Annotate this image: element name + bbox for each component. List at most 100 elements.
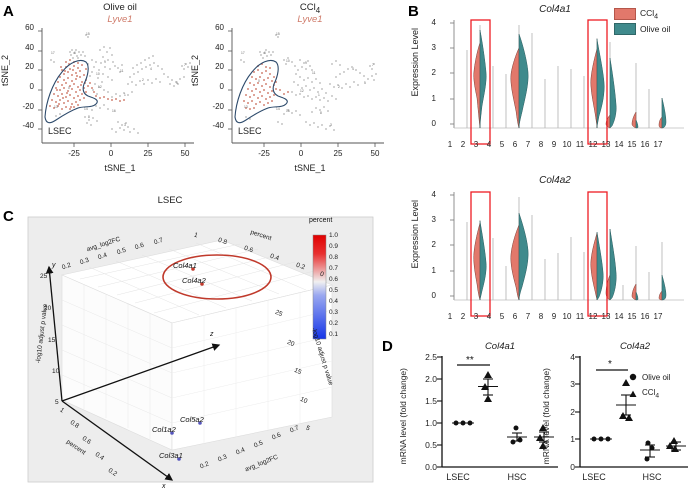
panelB-chart2-xtick-5: 5 [499,312,505,321]
svg-text:9: 9 [305,61,307,65]
panelC-point-col4a1 [191,267,195,271]
svg-text:12: 12 [300,89,304,93]
panelD-chart1-title: Col4a1 [484,341,516,352]
panelA-plot1-xtick-25: 25 [143,149,153,158]
panelB-chart2-xtick-13: 13 [601,312,611,321]
panelD-chart2-ytick-1: 1 [570,434,575,444]
panelD-chart2-ytick-3: 3 [570,379,575,389]
svg-text:11: 11 [312,71,316,75]
panelC-3d-plot: y z x [27,216,374,490]
panelB-legend-item-olive-oil: Olive oil [614,23,670,35]
panelB-chart1-title: Col4a1 [539,4,571,15]
panel-letter-d: D [382,338,393,355]
panelC-point-col4a2 [200,282,204,286]
panelC-point-col3a1 [177,457,181,461]
svg-text:15: 15 [86,32,90,36]
svg-text:17: 17 [241,51,245,55]
panelA-plot2-ylabel: tSNE_2 [190,55,200,87]
svg-text:13: 13 [244,105,248,109]
panelB-chart1-ytick-3: 3 [431,43,436,52]
panelC-point-col1a2 [170,431,174,435]
panelB-chart1-spikes [466,25,663,128]
panelB-chart2-xtick-12: 12 [588,312,598,321]
panelA-plot2-xlabel: tSNE_1 [294,163,326,173]
panelD-chart-col4a1: ** [437,355,558,468]
panelA-plot1-xtick-0: 0 [108,149,114,158]
svg-text:0: 0 [258,79,260,83]
panelB-chart1-xtick-3: 3 [473,140,479,149]
panelB-chart1-xtick-12: 12 [588,140,598,149]
panelD-chart2-ytick-0: 0 [570,462,575,472]
panelA-plot2-xtick-0: 0 [298,149,304,158]
panelA-plot2-lsec-outline [234,59,288,124]
svg-text:8: 8 [320,111,322,115]
panelB-chart2-xtick-15: 15 [627,312,637,321]
panelB-chart1-xtick-9: 9 [551,140,557,149]
panelA-plot1-xtick-m25: -25 [68,149,80,158]
panelB-chart1-highlight-c11 [587,19,608,145]
panelB-chart2-highlight-c11 [587,191,608,317]
panelC-axis-label-z: z [209,331,214,338]
panelA-plot1-ytick-m40: -40 [22,121,34,130]
svg-text:0: 0 [68,86,70,90]
panelA-plot1-lyve1-cells [49,59,125,110]
panelB-chart2-xtick-3: 3 [473,312,479,321]
panelD-chart2-group-hsc: HSC [642,472,662,482]
svg-text:14: 14 [84,107,88,111]
panelD-chart2-ytick-2: 2 [570,407,575,417]
panelB-chart1-violin-c14 [631,111,639,129]
panel-letter-b: B [408,3,419,20]
panelB-chart1-ytick-4: 4 [431,18,436,27]
svg-text:3: 3 [330,123,332,127]
svg-text:1: 1 [124,93,126,97]
panelB-chart2-xtick-11: 11 [575,312,585,321]
panelB-chart2-violin-c14 [631,283,639,301]
panelA-plot2-title: CCl4 [245,2,375,15]
svg-text:2: 2 [142,78,144,82]
panelA-plot2-ytick-0: 0 [219,82,224,91]
panelD-chart1-group-lsec: LSEC [446,472,470,482]
panelB-chart2-violin-c2 [473,220,487,301]
circle-marker-icon [629,373,637,381]
panelC-right-wall [171,284,333,451]
panelA-plot2-ytick-40: 40 [215,43,224,52]
panelA-plot2-region-label: LSEC [238,126,262,136]
panelB-chart1-violin-c16 [658,97,667,129]
panelB-chart2-spikes [466,197,663,300]
panelA-plot2-ytick-m20: -20 [212,102,224,111]
panelB-chart1-xtick-10: 10 [562,140,572,149]
panelB-chart2-xtick-7: 7 [525,312,531,321]
panelB-chart2-ytick-0: 0 [431,291,436,300]
panelB-chart1-ytick-2: 2 [431,68,436,77]
panelB-chart1-xtick-8: 8 [538,140,544,149]
panelB-chart2-ytick-3: 3 [431,215,436,224]
panelB-chart1-xtick-1: 1 [447,140,453,149]
panelA-plot1-lsec-outline [44,59,98,124]
panelD-chart1-significance: ** [466,355,474,366]
panelC-grid-right [171,293,333,444]
panelB-chart2-ytick-2: 2 [431,240,436,249]
panelD-chart2-title: Col4a2 [619,341,651,352]
svg-text:15: 15 [276,32,280,36]
panelD-legend-item-ccl4: CCl4 [628,388,659,400]
panelA-plot2-xtick-25: 25 [333,149,343,158]
panelD-chart1-ylabel: mRNA level (fold change) [398,368,408,465]
svg-text:4: 4 [352,67,354,71]
panelB-chart1-xtick-6: 6 [512,140,518,149]
panelA-plot1-ytick-40: 40 [25,43,34,52]
triangle-marker-icon [629,390,637,397]
panelA-plot1-ylabel: tSNE_2 [0,55,10,87]
svg-text:7: 7 [372,63,374,67]
panelA-plot1-xtick-50: 50 [180,149,190,158]
panelB-chart1-xtick-16: 16 [640,140,650,149]
panelB-chart2-violin-c5 [510,212,529,301]
panelB-chart2-violin-c11 [590,231,604,301]
svg-text:14: 14 [276,107,280,111]
svg-text:10: 10 [96,72,100,76]
panelD-chart1-group-hsc: HSC [507,472,527,482]
panelA-plot1-ytick-0: 0 [29,82,34,91]
panelB-chart2-xtick-1: 1 [447,312,453,321]
panelA-plot2-title-main: CCl [299,2,316,13]
panelB-chart-col4a1 [450,19,684,145]
